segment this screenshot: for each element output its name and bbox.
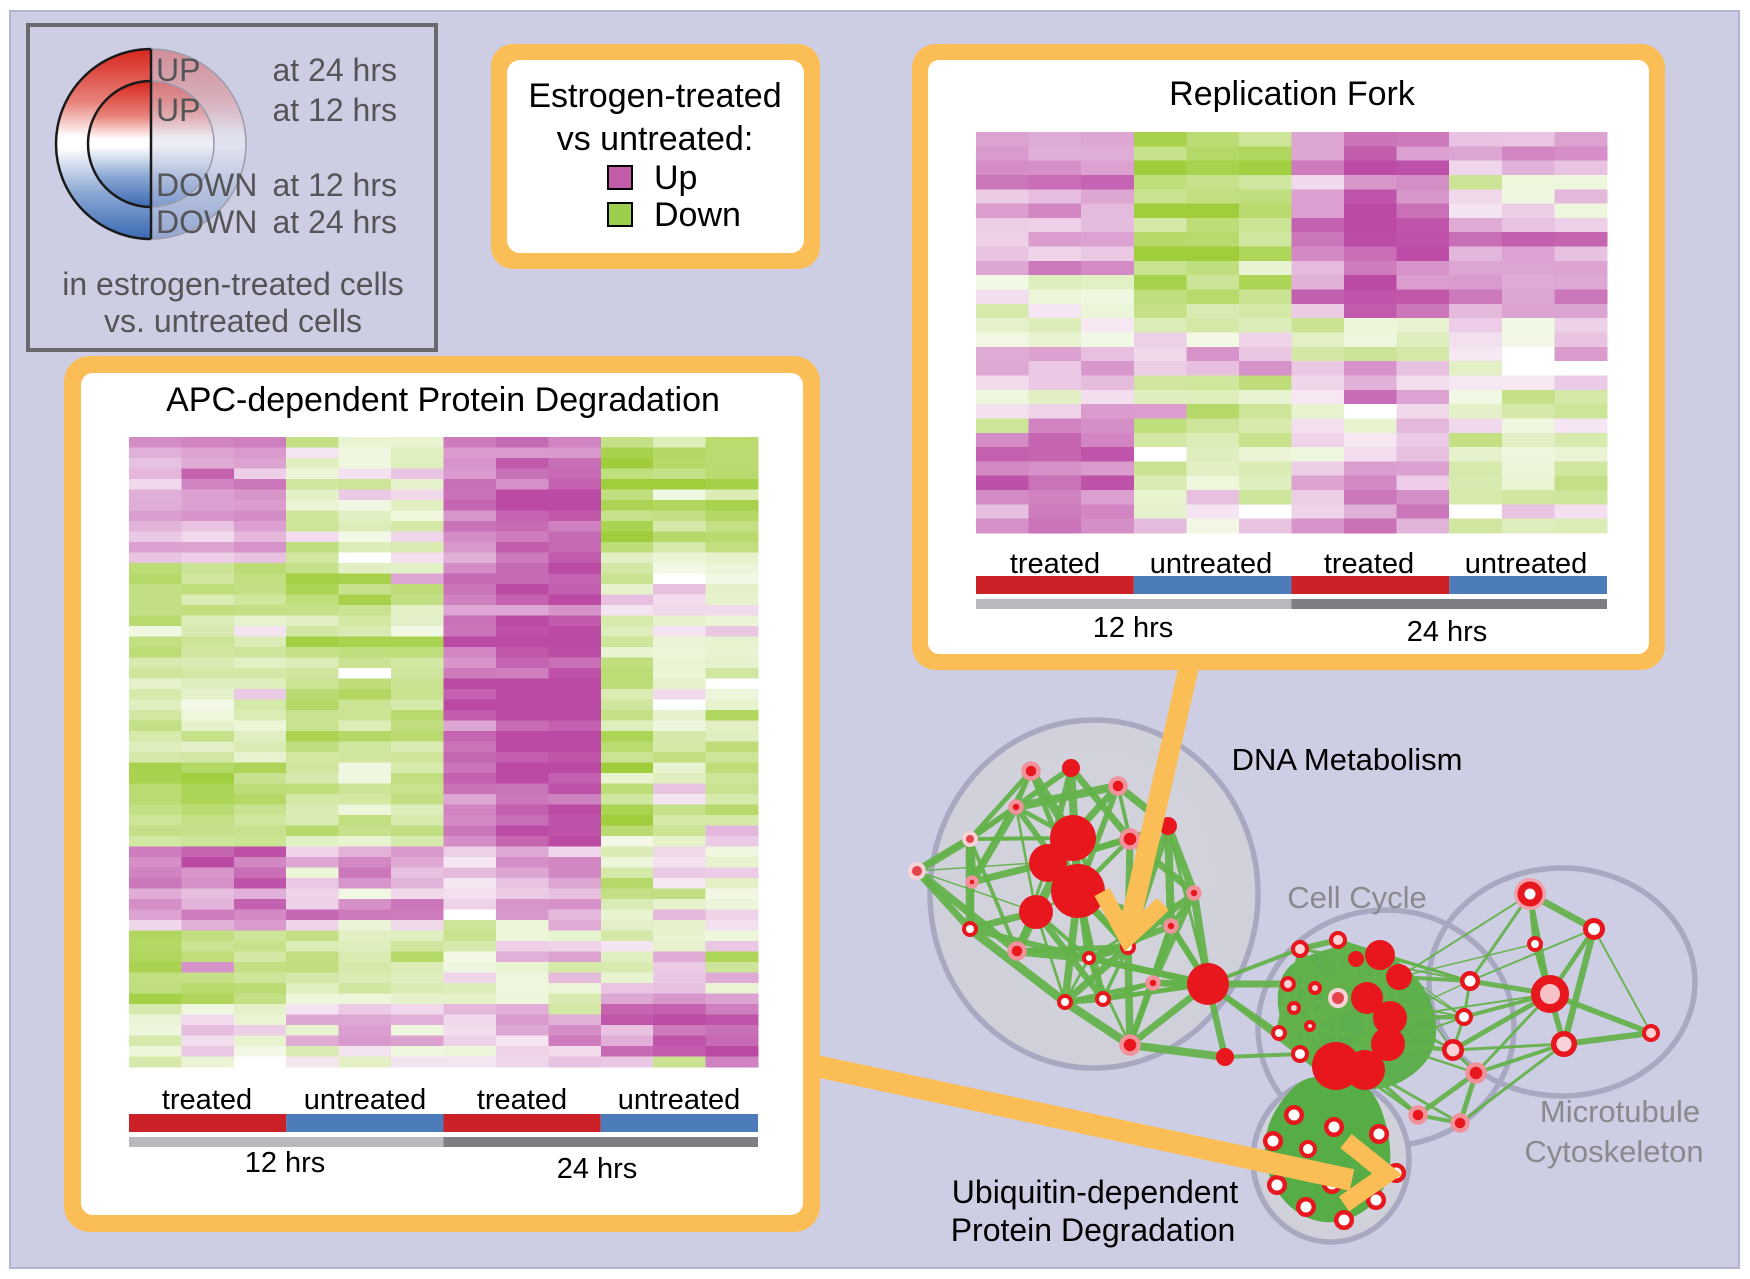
svg-text:Up: Up xyxy=(654,159,697,197)
svg-text:untreated: untreated xyxy=(1465,548,1588,580)
svg-text:UP: UP xyxy=(156,52,200,88)
svg-text:untreated: untreated xyxy=(618,1084,741,1116)
svg-text:at 12 hrs: at 12 hrs xyxy=(272,167,397,203)
svg-text:Ubiquitin-dependent: Ubiquitin-dependent xyxy=(952,1174,1239,1210)
svg-text:DNA Metabolism: DNA Metabolism xyxy=(1232,742,1463,777)
svg-text:24 hrs: 24 hrs xyxy=(557,1153,638,1185)
svg-text:vs. untreated cells: vs. untreated cells xyxy=(104,303,362,339)
svg-text:treated: treated xyxy=(1010,548,1100,580)
svg-text:Cytoskeleton: Cytoskeleton xyxy=(1524,1134,1703,1169)
svg-text:24 hrs: 24 hrs xyxy=(1407,616,1488,648)
svg-text:at 24 hrs: at 24 hrs xyxy=(272,204,397,240)
svg-text:DOWN: DOWN xyxy=(156,204,257,240)
svg-text:Protein Degradation: Protein Degradation xyxy=(951,1212,1236,1248)
svg-text:untreated: untreated xyxy=(304,1084,427,1116)
svg-text:treated: treated xyxy=(1324,548,1414,580)
svg-text:Down: Down xyxy=(654,196,741,234)
svg-text:vs untreated:: vs untreated: xyxy=(557,120,754,158)
svg-text:APC-dependent Protein Degradat: APC-dependent Protein Degradation xyxy=(166,381,720,419)
svg-text:untreated: untreated xyxy=(1150,548,1273,580)
svg-text:treated: treated xyxy=(162,1084,252,1116)
svg-text:DOWN: DOWN xyxy=(156,167,257,203)
svg-text:treated: treated xyxy=(477,1084,567,1116)
svg-text:Estrogen-treated: Estrogen-treated xyxy=(528,77,781,115)
svg-text:at 12 hrs: at 12 hrs xyxy=(272,92,397,128)
svg-text:12 hrs: 12 hrs xyxy=(245,1147,326,1179)
svg-text:in estrogen-treated cells: in estrogen-treated cells xyxy=(62,266,404,302)
svg-text:12 hrs: 12 hrs xyxy=(1093,612,1174,644)
svg-text:UP: UP xyxy=(156,92,200,128)
svg-text:Cell Cycle: Cell Cycle xyxy=(1287,880,1427,915)
svg-text:Microtubule: Microtubule xyxy=(1540,1094,1700,1129)
svg-text:Replication Fork: Replication Fork xyxy=(1169,75,1416,113)
svg-text:at 24 hrs: at 24 hrs xyxy=(272,52,397,88)
